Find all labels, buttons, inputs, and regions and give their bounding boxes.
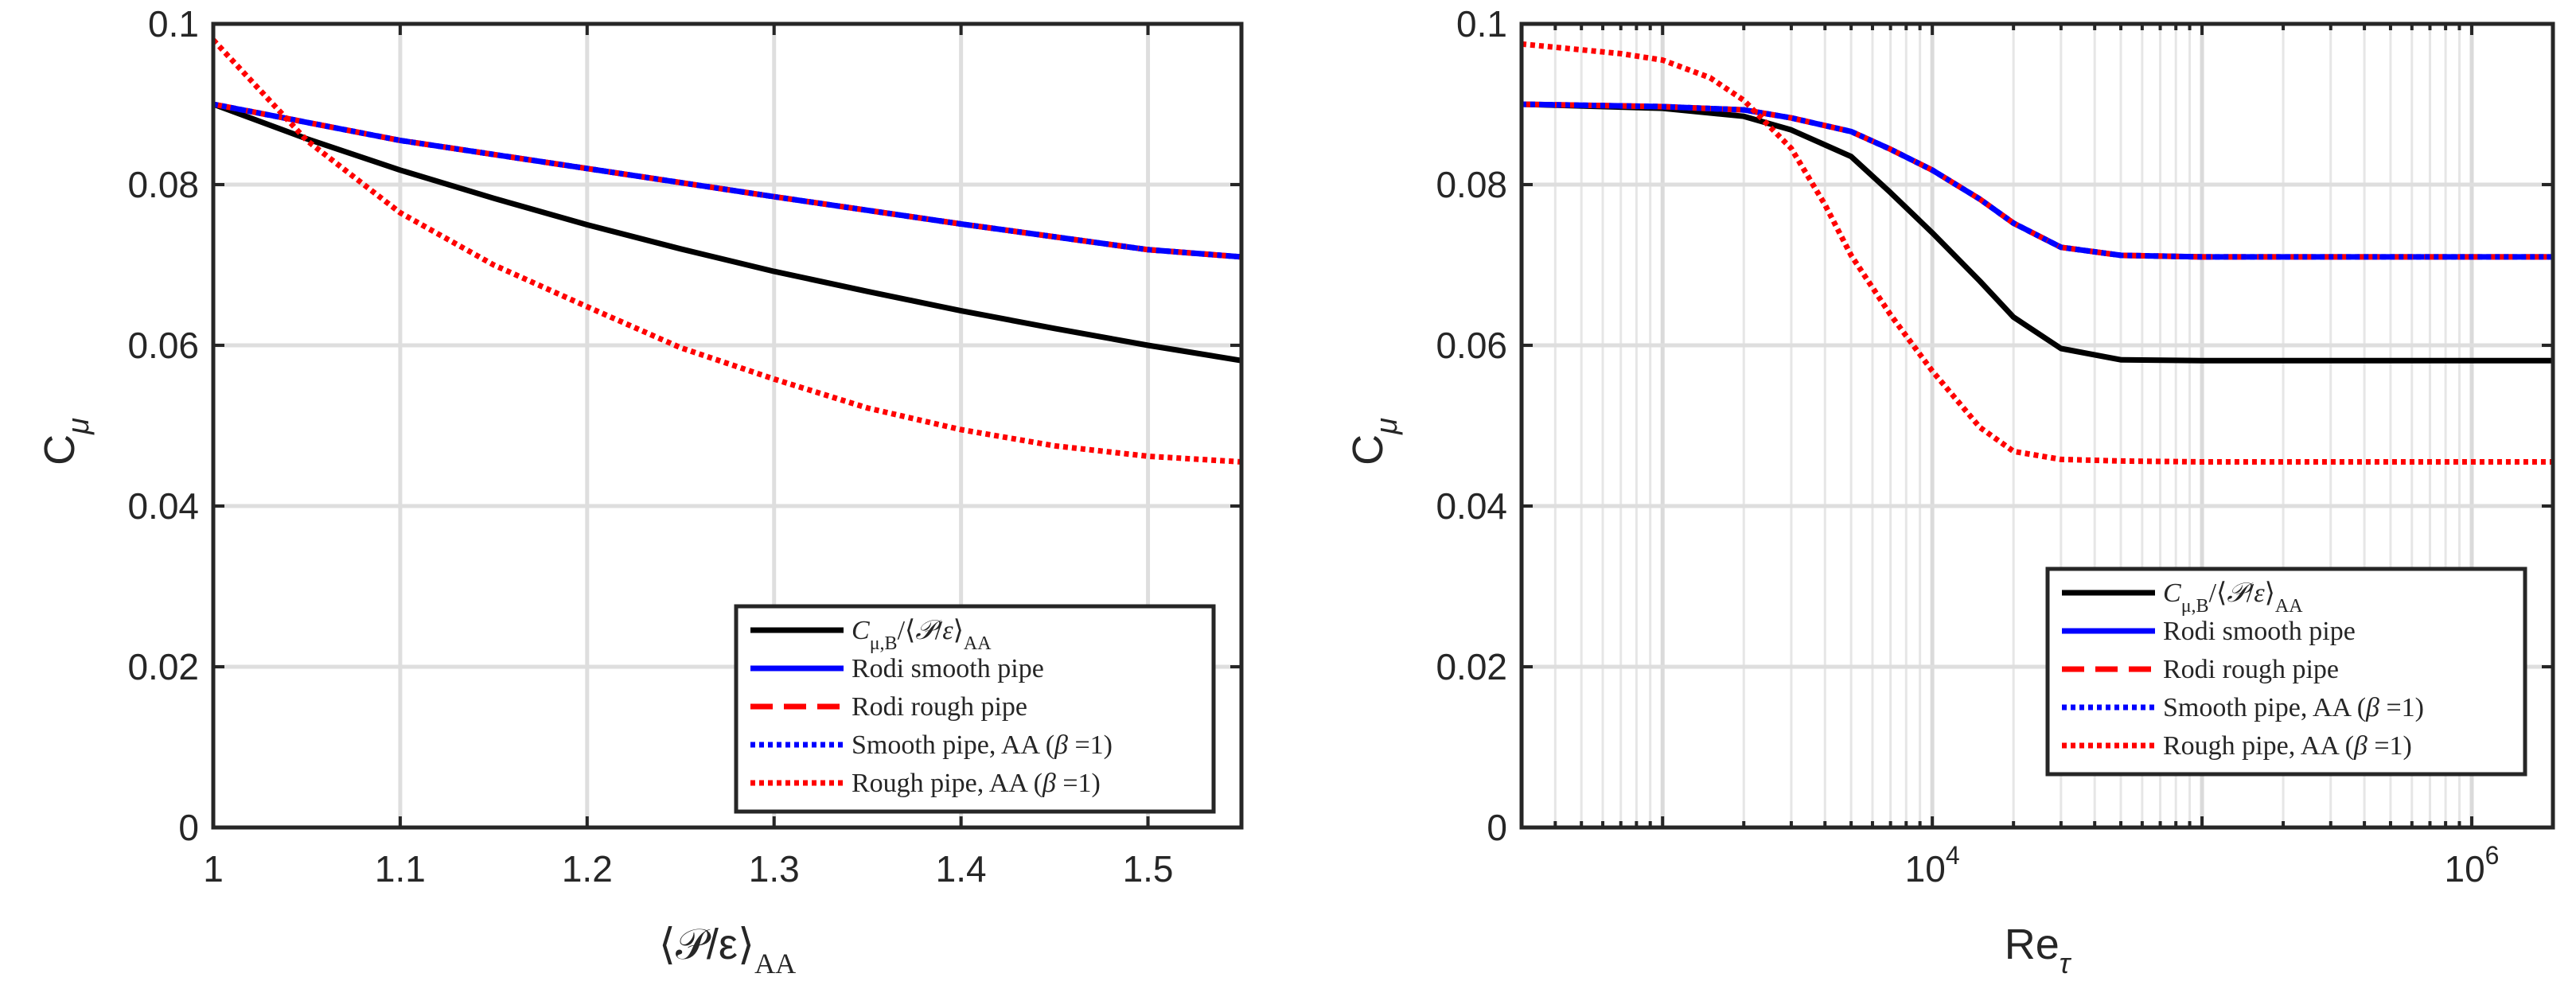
- y-tick-label: 0.06: [1436, 325, 1507, 366]
- tick-marks: [1520, 22, 2555, 829]
- x-tick-label: 104: [1905, 841, 1960, 890]
- legend-label-2: Rodi smooth pipe: [852, 654, 1044, 683]
- series-line-4: [212, 101, 1242, 260]
- x-tick-label: 1: [203, 848, 224, 890]
- y-tick-label: 0.04: [1436, 485, 1507, 527]
- grid: [211, 21, 1241, 830]
- x-axis-label: Reτ: [2005, 921, 2072, 979]
- legend-label-5: Rough pipe, AA (β =1): [852, 769, 1101, 798]
- axes-box: [211, 21, 1244, 830]
- axes-box: [1519, 21, 2555, 830]
- series-lines: [211, 37, 1242, 465]
- y-axis-label: Cμ: [36, 418, 95, 465]
- y-axis-label: Cμ: [1344, 418, 1404, 465]
- series-line-5: [1521, 41, 2553, 465]
- y-tick-label: 0.1: [1456, 3, 1507, 45]
- y-tick-label: 0.1: [148, 3, 199, 45]
- x-axis-label: ⟨𝒫/ε⟩AA: [659, 921, 796, 979]
- y-tick-label: 0: [178, 807, 199, 848]
- series-line-5: [211, 37, 1242, 465]
- x-tick-label: 1.1: [375, 848, 426, 890]
- y-tick-label: 0.02: [1436, 646, 1507, 687]
- y-tick-label: 0.08: [1436, 164, 1507, 205]
- series-lines: [1521, 41, 2553, 465]
- x-tick-label: 1.5: [1123, 848, 1174, 890]
- x-tick-label: 1.3: [749, 848, 800, 890]
- legend-label-4: Smooth pipe, AA (β =1): [2163, 693, 2424, 722]
- legend-box: [734, 604, 1216, 814]
- right-chart-panel: 0 0.02 0.04 0.06 0.08 0.1 104 106 Cμ Reτ Cμ,B/⟨𝒫/ε…: [1344, 3, 2555, 979]
- left-chart-panel: 0 0.02 0.04 0.06 0.08 0.1 1 1.1 1.2 1.3 1.4 1.5 Cμ ⟨𝒫…: [36, 3, 1244, 979]
- legend-label-2: Rodi smooth pipe: [2163, 617, 2356, 646]
- legend-label-5: Rough pipe, AA (β =1): [2163, 731, 2412, 761]
- legend-label-4: Smooth pipe, AA (β =1): [852, 730, 1113, 760]
- series-line-1: [1521, 101, 2553, 364]
- y-tick-label: 0.06: [127, 325, 199, 366]
- x-tick-label: 106: [2444, 841, 2499, 890]
- y-tick-label: 0.08: [127, 164, 199, 205]
- legend-box: [2045, 567, 2527, 777]
- legend-label-3: Rodi rough pipe: [2163, 655, 2339, 684]
- y-tick-label: 0.02: [127, 646, 199, 687]
- x-tick-label: 1.4: [936, 848, 987, 890]
- y-tick-label: 0: [1487, 807, 1507, 848]
- legend-label-3: Rodi rough pipe: [852, 692, 1027, 722]
- y-tick-label: 0.04: [127, 485, 199, 527]
- x-tick-label: 1.2: [562, 848, 613, 890]
- series-line-1: [212, 101, 1242, 364]
- tick-marks: [212, 22, 1241, 829]
